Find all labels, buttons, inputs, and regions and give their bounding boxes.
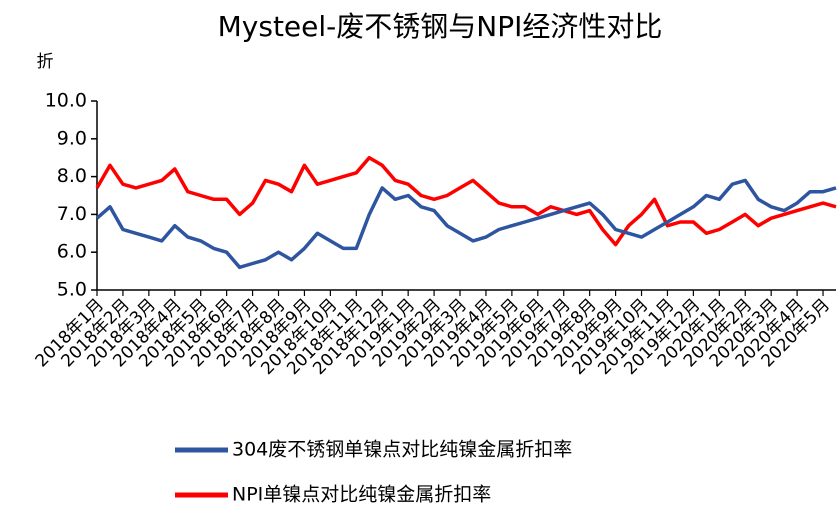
y-tick-label: 9.0 <box>57 127 87 149</box>
y-tick-label: 10.0 <box>45 90 87 112</box>
series-line <box>95 178 837 270</box>
y-axis-label: 折 <box>37 52 54 72</box>
y-tick-label: 5.0 <box>57 279 87 301</box>
y-tick-label: 8.0 <box>57 165 87 187</box>
chart-title: Mysteel-废不锈钢与NPI经济性对比 <box>218 10 663 43</box>
y-tick-label: 6.0 <box>57 241 87 263</box>
legend-label: 304废不锈钢单镍点对比纯镍金属折扣率 <box>232 439 572 461</box>
series-line <box>95 155 837 247</box>
y-tick-label: 7.0 <box>57 203 87 225</box>
legend-label: NPI单镍点对比纯镍金属折扣率 <box>232 484 491 506</box>
